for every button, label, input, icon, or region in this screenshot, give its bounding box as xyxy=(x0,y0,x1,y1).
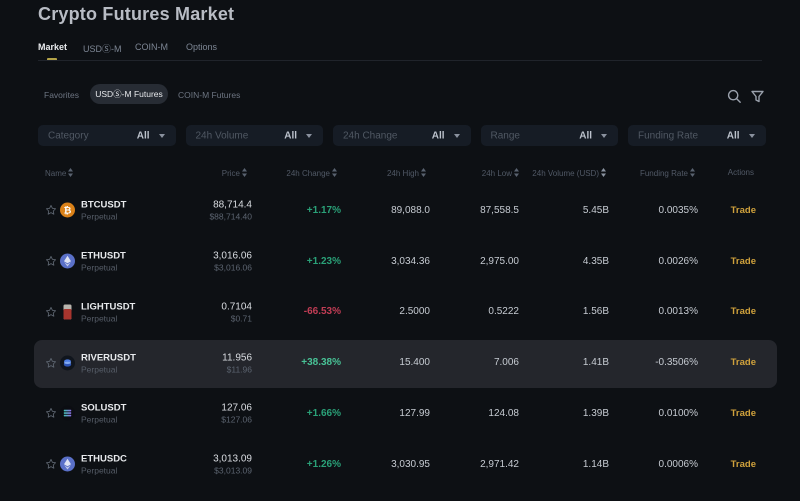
svg-text:₿: ₿ xyxy=(64,206,72,217)
